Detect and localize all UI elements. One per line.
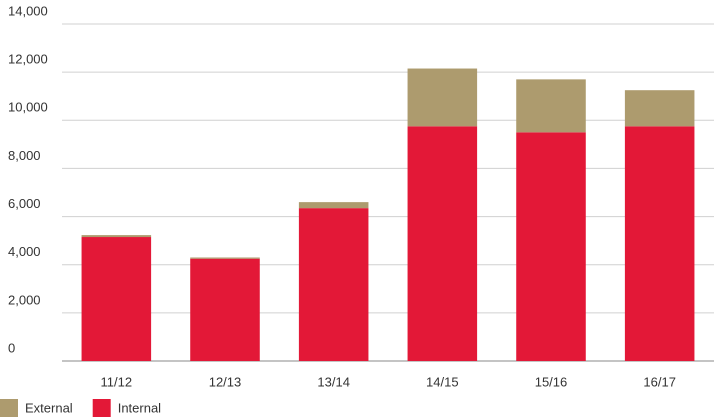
x-tick-label: 15/16 xyxy=(535,374,568,389)
y-tick-label: 10,000 xyxy=(8,100,48,115)
y-tick-label: 2,000 xyxy=(8,292,41,307)
bar-segment xyxy=(407,68,478,127)
bar-segment xyxy=(624,126,695,361)
bar-segment xyxy=(407,126,478,361)
legend-swatch xyxy=(92,399,111,417)
bar-segment xyxy=(190,257,260,259)
y-tick-label: 14,000 xyxy=(8,3,48,18)
y-tick-label: 12,000 xyxy=(8,52,48,67)
x-tick-label: 16/17 xyxy=(643,374,676,389)
x-tick-label: 12/13 xyxy=(209,374,242,389)
y-tick-label: 4,000 xyxy=(8,244,41,259)
legend-swatch xyxy=(0,399,18,417)
bar-segment xyxy=(298,202,369,209)
bar-segment xyxy=(298,208,369,361)
bar-segment xyxy=(190,258,260,361)
bar-segment xyxy=(624,90,695,127)
bar-segment xyxy=(81,235,152,238)
bar-segment xyxy=(516,79,586,133)
y-tick-label: 6,000 xyxy=(8,196,41,211)
bar-segment xyxy=(516,132,586,361)
y-tick-label: 8,000 xyxy=(8,148,41,163)
x-tick-label: 11/12 xyxy=(101,374,133,389)
bar-segment xyxy=(81,237,152,361)
y-tick-label: 0 xyxy=(8,340,15,355)
legend-label: External xyxy=(25,400,73,415)
legend-label: Internal xyxy=(118,400,161,415)
x-tick-label: 13/14 xyxy=(317,374,350,389)
x-tick-label: 14/15 xyxy=(426,374,459,389)
